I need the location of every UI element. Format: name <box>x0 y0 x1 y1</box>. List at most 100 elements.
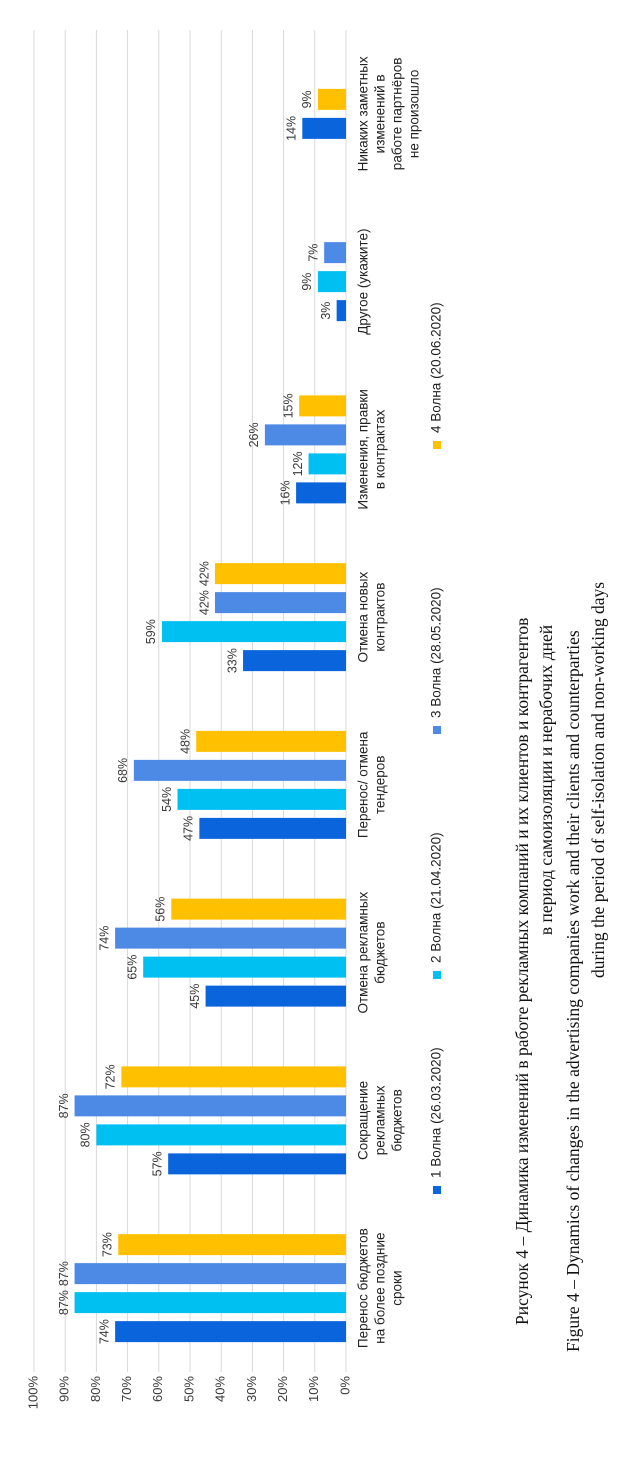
data-label: 74% <box>97 926 111 951</box>
bar <box>302 117 346 139</box>
bar <box>171 898 346 920</box>
y-tick-label: 40% <box>213 1376 228 1402</box>
data-label: 12% <box>291 451 305 476</box>
caption-en-line1: Figure 4 – Dynamics of changes in the ad… <box>563 630 583 1352</box>
data-label: 72% <box>104 1064 118 1089</box>
category-label: не произошло <box>407 70 422 159</box>
data-label: 45% <box>188 984 202 1009</box>
bar <box>317 271 346 293</box>
data-label: 16% <box>278 480 292 505</box>
category-label: Перенос/ отмена <box>356 731 371 838</box>
bar <box>74 1292 346 1314</box>
caption-ru-line2: в период самоизоляции и нерабочих дней <box>536 625 556 935</box>
bar <box>121 1066 346 1088</box>
y-tick-label: 80% <box>88 1376 103 1402</box>
data-label: 57% <box>150 1151 164 1176</box>
category-label: Другое (укажите) <box>356 229 371 335</box>
data-label: 54% <box>160 787 174 812</box>
category-label: рекламных <box>373 1085 388 1155</box>
data-label: 87% <box>57 1261 71 1286</box>
data-label: 9% <box>300 273 314 291</box>
bar <box>96 1124 347 1146</box>
data-label: 7% <box>306 244 320 262</box>
y-tick-label: 90% <box>57 1376 72 1402</box>
data-label: 87% <box>57 1093 71 1118</box>
legend-label: 3 Волна (28.05.2020) <box>429 587 444 718</box>
legend-label: 2 Волна (21.04.2020) <box>429 832 444 963</box>
legend-swatch <box>433 1186 441 1194</box>
bar <box>296 482 346 504</box>
bar <box>74 1095 346 1117</box>
data-label: 59% <box>144 619 158 644</box>
bar <box>205 985 346 1007</box>
category-label: Отмена рекламных <box>356 891 371 1013</box>
bar <box>243 650 346 672</box>
data-label: 74% <box>97 1319 111 1344</box>
y-tick-label: 100% <box>25 1376 40 1410</box>
category-label: на более поздние <box>373 1233 388 1344</box>
data-label: 65% <box>125 955 139 980</box>
category-label: сроки <box>390 1271 405 1306</box>
category-label: бюджетов <box>390 1089 405 1151</box>
bar <box>161 621 346 643</box>
category-label: Перенос бюджетов <box>356 1228 371 1348</box>
legend-label: 4 Волна (20.06.2020) <box>429 302 444 433</box>
data-label: 14% <box>285 116 299 141</box>
bar <box>299 395 346 417</box>
category-label: Отмена новых <box>356 571 371 662</box>
data-label: 42% <box>197 590 211 615</box>
data-label: 33% <box>225 648 239 673</box>
caption-ru-line1: Рисунок 4 – Динамика изменений в работе … <box>512 618 532 1325</box>
bar <box>336 300 346 322</box>
y-tick-label: 10% <box>306 1376 321 1402</box>
bar <box>308 453 346 475</box>
bar <box>118 1234 347 1256</box>
data-label: 56% <box>154 897 168 922</box>
category-label: бюджетов <box>373 922 388 984</box>
data-label: 3% <box>319 302 333 320</box>
data-label: 80% <box>79 1122 93 1147</box>
bar <box>143 956 346 978</box>
y-tick-label: 60% <box>150 1376 165 1402</box>
bar <box>214 592 346 614</box>
y-tick-label: 0% <box>337 1376 352 1395</box>
legend-swatch <box>433 441 441 449</box>
y-tick-label: 70% <box>119 1376 134 1402</box>
bar <box>264 424 346 446</box>
bar <box>115 1321 347 1343</box>
bar <box>214 563 346 585</box>
bar <box>199 817 346 839</box>
y-tick-label: 50% <box>181 1376 196 1402</box>
bar <box>133 759 346 781</box>
bar <box>196 730 346 752</box>
category-label: работе партнёров <box>390 58 405 171</box>
y-tick-label: 30% <box>244 1376 259 1402</box>
y-tick-label: 20% <box>275 1376 290 1402</box>
data-label: 68% <box>116 758 130 783</box>
caption-en-line2: during the period of self-isolation and … <box>588 582 608 978</box>
legend-swatch <box>433 726 441 734</box>
data-label: 42% <box>197 561 211 586</box>
data-label: 9% <box>300 90 314 108</box>
chart-area: 0% 10% 20% 30% 40% 50% 60% 70% 80% 90% 100% Перенос… <box>25 30 422 1410</box>
figure-caption: Рисунок 4 – Динамика изменений в работе … <box>512 582 608 1352</box>
bar <box>74 1263 346 1285</box>
category-label: тендеров <box>373 756 388 815</box>
data-label: 15% <box>281 393 295 418</box>
category-label: Никаких заметных <box>356 56 371 171</box>
chart-legend: 1 Волна (26.03.2020) 2 Волна (21.04.2020)… <box>429 302 444 1194</box>
category-label: в контрактах <box>373 409 388 489</box>
legend-swatch <box>433 971 441 979</box>
bar <box>317 88 346 110</box>
legend-label: 1 Волна (26.03.2020) <box>429 1047 444 1178</box>
bar <box>177 788 346 810</box>
data-label: 26% <box>247 422 261 447</box>
category-label: изменений в <box>373 74 388 153</box>
bar <box>115 927 347 949</box>
category-label: Сокращение <box>356 1081 371 1160</box>
category-label: Изменения, правки <box>356 389 371 509</box>
bar <box>168 1153 346 1175</box>
data-label: 48% <box>179 729 193 754</box>
category-label: контрактов <box>373 583 388 652</box>
